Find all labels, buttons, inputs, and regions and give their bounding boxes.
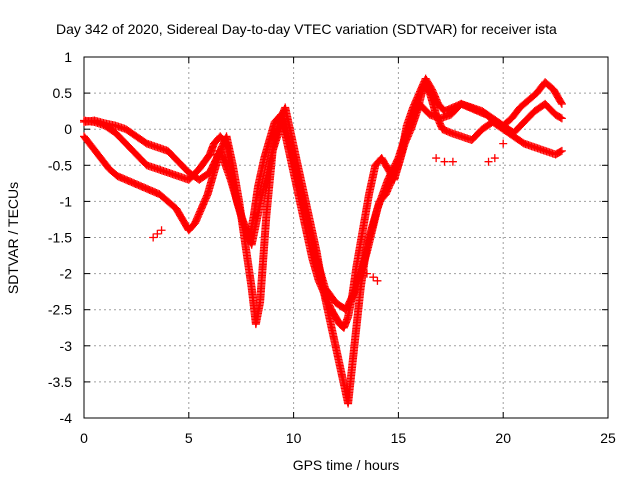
x-tick-labels: 0 5 10 15 20 25 — [80, 430, 616, 446]
data-point — [432, 154, 441, 163]
data-point — [448, 157, 457, 166]
x-tick-label: 15 — [391, 430, 407, 446]
chart-title: Day 342 of 2020, Sidereal Day-to-day VTE… — [56, 21, 557, 37]
data-point — [214, 146, 223, 155]
y-tick-label: -2.5 — [48, 302, 72, 318]
x-tick-label: 5 — [185, 430, 193, 446]
y-tick-label: -1.5 — [48, 230, 72, 246]
data-points — [80, 74, 566, 408]
data-point — [362, 269, 371, 278]
x-tick-label: 20 — [495, 430, 511, 446]
y-tick-labels: 1 0.5 0 -0.5 -1 -1.5 -2 -2.5 -3 -3.5 -4 — [48, 49, 72, 426]
y-axis-label: SDTVAR / TECUs — [5, 182, 21, 294]
y-tick-label: -3.5 — [48, 374, 72, 390]
y-tick-label: -2 — [60, 266, 73, 282]
x-tick-label: 0 — [80, 430, 88, 446]
data-point — [557, 99, 566, 108]
x-tick-label: 10 — [286, 430, 302, 446]
data-point — [153, 229, 162, 238]
axis-ticks — [83, 56, 609, 419]
y-tick-label: 0.5 — [53, 85, 73, 101]
data-point — [149, 233, 158, 242]
data-point — [557, 114, 566, 123]
x-tick-label: 25 — [600, 430, 616, 446]
data-point — [556, 113, 565, 122]
x-axis-label: GPS time / hours — [293, 457, 400, 473]
y-tick-label: -1 — [60, 193, 73, 209]
y-tick-label: -3 — [60, 338, 73, 354]
data-point — [157, 226, 166, 235]
y-tick-label: 0 — [64, 121, 72, 137]
data-point — [557, 146, 566, 155]
data-point — [490, 154, 499, 163]
data-point — [499, 139, 508, 148]
y-tick-label: -4 — [60, 410, 73, 426]
data-point — [556, 147, 565, 156]
data-point — [557, 98, 566, 107]
data-point — [484, 157, 493, 166]
y-tick-label: 1 — [64, 49, 72, 65]
y-tick-label: -0.5 — [48, 157, 72, 173]
data-point — [440, 157, 449, 166]
data-point — [369, 273, 378, 282]
data-point — [373, 276, 382, 285]
data-point — [209, 150, 218, 159]
